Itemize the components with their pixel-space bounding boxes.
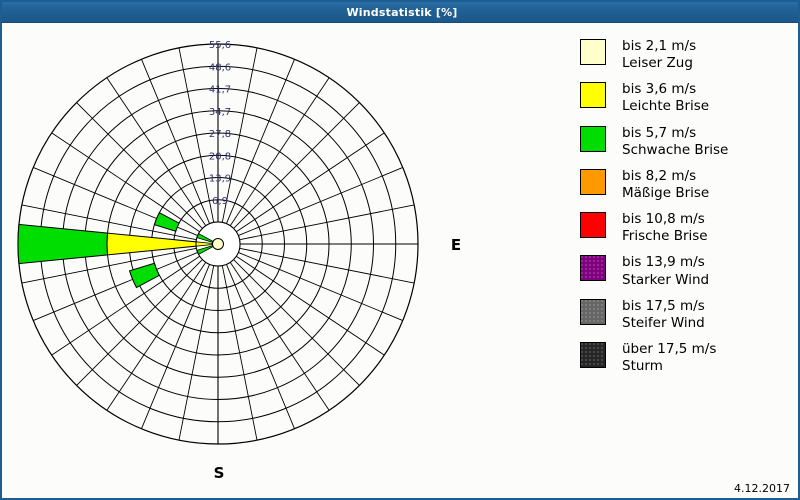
grid-spoke-20 [76,259,203,386]
grid-spoke-31 [178,47,215,223]
calm-center-dot [212,238,224,250]
legend-swatch-4 [580,168,606,195]
petal-WNW-seg-1 [153,211,180,232]
legend-name: Sturm [622,358,663,375]
radial-tick-2: 13,9 [209,174,231,185]
legend-item-4[interactable]: bis 8,2 m/s Mäßige Brise [580,168,795,202]
grid-spoke-9 [239,247,415,284]
cardinal-label-N: N [213,22,226,26]
grid-spoke-21 [51,255,200,356]
center-hub [195,221,241,267]
grid-spoke-18 [141,264,210,429]
radial-tick-1: 6,9 [212,196,228,207]
grid-spoke-1 [221,47,258,223]
wind-rose-plot: 6,913,920,827,834,741,748,655,6 NESW [2,22,572,498]
legend-range: bis 17,5 m/s [622,297,705,314]
legend-range: bis 3,6 m/s [622,81,697,98]
legend-item-7[interactable]: bis 17,5 m/s Steifer Wind [580,298,795,332]
grid-spoke-22 [33,252,198,321]
grid-spoke-6 [238,167,403,236]
legend-swatch-5 [580,212,606,239]
legend-label: bis 17,5 m/s Steifer Wind [622,298,705,332]
grid-spoke-17 [178,265,215,441]
legend-label: bis 5,7 m/s Schwache Brise [622,125,728,159]
legend-swatch-7 [580,298,606,325]
legend-item-1[interactable]: bis 2,1 m/s Leiser Zug [580,38,795,72]
grid-spoke-27 [51,132,200,233]
petal-group [17,211,197,289]
legend: bis 2,1 m/s Leiser Zug bis 3,6 m/s Leich… [580,38,795,384]
grid-spoke-5 [236,132,385,233]
radial-tick-6: 41,7 [209,85,231,96]
legend-name: Leiser Zug [622,55,693,72]
legend-name: Mäßige Brise [622,184,710,201]
legend-item-8[interactable]: über 17,5 m/s Sturm [580,341,795,375]
radial-tick-4: 27,8 [209,129,231,140]
legend-swatch-2 [580,82,606,109]
legend-label: bis 3,6 m/s Leichte Brise [622,81,709,115]
cardinal-label-E: E [451,236,461,254]
radial-tick-3: 20,8 [209,151,231,162]
grid-spoke-7 [239,204,415,241]
grid-spoke-19 [106,262,207,411]
legend-name: Schwache Brise [622,141,729,158]
cardinal-labels: NESW [213,22,461,482]
window-title: Windstatistik [%] [346,5,458,19]
legend-label: bis 8,2 m/s Mäßige Brise [622,168,709,202]
radial-axis-labels: 6,9 13,9 20,8 27,8 34,7 41,7 48,6 55,6 [209,40,231,207]
wind-rose-svg: 6,913,920,827,834,741,748,655,6 NESW [17,22,461,482]
legend-range: bis 8,2 m/s [622,167,697,184]
legend-range: bis 13,9 m/s [622,254,705,271]
radial-tick-8: 55,6 [209,40,231,51]
legend-range: bis 10,8 m/s [622,211,705,228]
cardinal-label-S: S [214,464,225,482]
legend-label: bis 13,9 m/s Starker Wind [622,254,709,288]
grid-spoke-10 [238,252,403,321]
radial-tick-7: 48,6 [209,62,231,73]
legend-item-2[interactable]: bis 3,6 m/s Leichte Brise [580,81,795,115]
legend-swatch-6 [580,255,606,282]
legend-name: Frische Brise [622,228,708,245]
legend-range: bis 5,7 m/s [622,124,697,141]
grid-spoke-30 [141,59,210,224]
date-stamp: 4.12.2017 [734,482,790,495]
petal-W-seg-2 [17,223,109,265]
legend-swatch-8 [580,341,606,368]
legend-name: Starker Wind [622,271,710,288]
window-title-bar: Windstatistik [%] [2,2,798,23]
legend-label: über 17,5 m/s Sturm [622,341,716,375]
petal-WSW-seg-1 [128,262,161,289]
legend-item-6[interactable]: bis 13,9 m/s Starker Wind [580,254,795,288]
grid-spoke-23 [21,247,197,284]
grid-spoke-25 [21,204,197,241]
radial-tick-5: 34,7 [209,107,231,118]
legend-item-3[interactable]: bis 5,7 m/s Schwache Brise [580,125,795,159]
legend-range: über 17,5 m/s [622,340,717,357]
grid-spoke-13 [229,262,330,411]
legend-range: bis 2,1 m/s [622,38,697,54]
legend-swatch-1 [580,39,606,65]
legend-name: Leichte Brise [622,98,710,115]
grid-spoke-29 [106,77,207,226]
grid-spoke-14 [226,264,295,429]
legend-name: Steifer Wind [622,314,705,331]
hub-thread-W [195,241,219,247]
grid-spoke-12 [233,259,360,386]
legend-label: bis 2,1 m/s Leiser Zug [622,38,696,72]
grid-spoke-2 [226,59,295,224]
legend-label: bis 10,8 m/s Frische Brise [622,211,708,245]
grid-spoke-3 [229,77,330,226]
grid-spoke-28 [76,102,203,229]
legend-swatch-3 [580,125,606,152]
grid-spoke-15 [221,265,258,441]
legend-item-5[interactable]: bis 10,8 m/s Frische Brise [580,211,795,245]
grid-spoke-4 [233,102,360,229]
grid-spoke-11 [236,255,385,356]
